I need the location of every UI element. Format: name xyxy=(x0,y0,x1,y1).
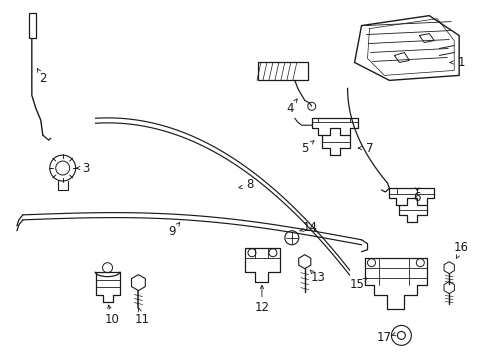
Text: 17: 17 xyxy=(377,331,392,344)
Text: 3: 3 xyxy=(82,162,89,175)
Text: 7: 7 xyxy=(366,141,373,155)
Text: 6: 6 xyxy=(414,192,421,204)
Text: 14: 14 xyxy=(302,221,317,234)
Text: 9: 9 xyxy=(169,225,176,238)
Text: 1: 1 xyxy=(457,56,465,69)
Text: 12: 12 xyxy=(254,301,270,314)
Text: 5: 5 xyxy=(301,141,309,155)
Text: 10: 10 xyxy=(105,313,120,326)
Text: 15: 15 xyxy=(350,278,365,291)
Text: 16: 16 xyxy=(454,241,468,254)
Bar xyxy=(29,13,36,37)
Text: 4: 4 xyxy=(286,102,294,115)
Text: 2: 2 xyxy=(39,72,47,85)
Text: 13: 13 xyxy=(310,271,325,284)
Text: 8: 8 xyxy=(246,179,254,192)
Text: 11: 11 xyxy=(135,313,150,326)
